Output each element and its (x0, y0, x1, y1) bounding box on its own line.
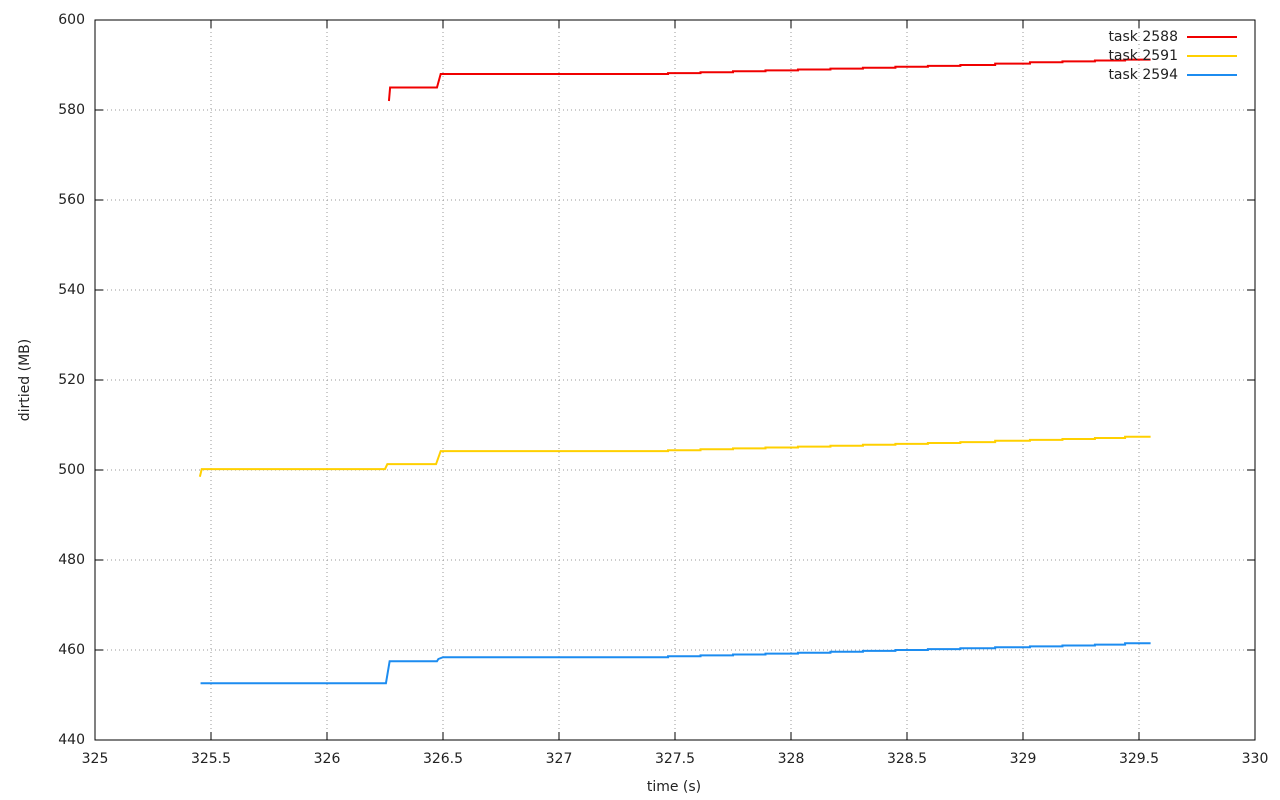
x-tick-label: 325 (82, 751, 109, 767)
x-tick-label: 328.5 (887, 751, 927, 767)
y-tick-label: 580 (58, 102, 85, 118)
y-tick-label: 560 (58, 192, 85, 208)
x-tick-label: 327 (546, 751, 573, 767)
x-tick-label: 326.5 (423, 751, 463, 767)
legend-label: task 2588 (1108, 29, 1178, 45)
y-tick-label: 460 (58, 642, 85, 658)
plot-frame (94, 19, 1256, 741)
series-line (198, 435, 1151, 477)
y-tick-label: 480 (58, 552, 85, 568)
y-tick-label: 540 (58, 282, 85, 298)
x-tick-label: 329 (1010, 751, 1037, 767)
y-tick-label: 600 (58, 12, 85, 28)
x-axis-label: time (s) (647, 779, 701, 795)
y-tick-label: 440 (58, 732, 85, 748)
x-tick-label: 326 (314, 751, 341, 767)
series-line (387, 58, 1151, 102)
x-tick-label: 328 (778, 751, 805, 767)
y-tick-label: 520 (58, 372, 85, 388)
x-tick-label: 329.5 (1119, 751, 1159, 767)
legend-label: task 2594 (1108, 67, 1178, 83)
y-tick-label: 500 (58, 462, 85, 478)
x-tick-label: 327.5 (655, 751, 695, 767)
x-tick-label: 330 (1242, 751, 1269, 767)
x-tick-label: 325.5 (191, 751, 231, 767)
series-line (200, 642, 1151, 685)
y-axis-label: dirtied (MB) (17, 339, 33, 421)
legend-label: task 2591 (1108, 48, 1178, 64)
